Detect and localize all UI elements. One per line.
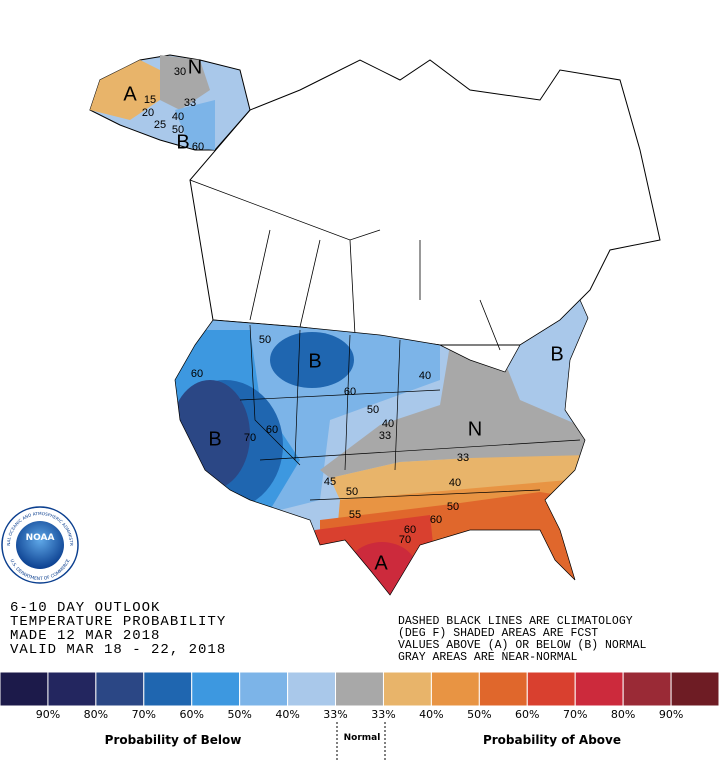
legend-label: 80%	[84, 708, 108, 721]
legend-swatch	[430, 671, 480, 707]
legend-swatch	[191, 671, 241, 707]
contour-label: 60	[191, 368, 203, 380]
title-block: 6-10 DAY OUTLOOK TEMPERATURE PROBABILITY…	[10, 600, 226, 658]
provinces	[189, 179, 501, 351]
legend-swatch	[478, 671, 528, 707]
contour-label: 20	[142, 107, 154, 119]
legend-swatch	[47, 671, 97, 707]
note-line: (DEG F) SHADED AREAS ARE FCST	[398, 627, 598, 640]
contour-label: 25	[154, 119, 166, 131]
contour-label: 33	[184, 97, 196, 109]
legend-label: 33%	[371, 708, 395, 721]
contour-label: 60	[266, 424, 278, 436]
contour-label: 55	[349, 509, 361, 521]
legend-label: 50%	[227, 708, 251, 721]
contour-label: 60	[344, 386, 356, 398]
legend-label: 60%	[180, 708, 204, 721]
contour-label: 45	[324, 476, 336, 488]
legend-swatch	[0, 671, 49, 707]
contour-label: 60	[192, 141, 204, 153]
contour-label: 50	[172, 124, 184, 136]
contour-label: 70	[244, 432, 256, 444]
legend-label: 40%	[275, 708, 299, 721]
legend-swatch	[526, 671, 576, 707]
contour-label: 40	[449, 477, 461, 489]
legend-label: 70%	[132, 708, 156, 721]
legend-label: 80%	[611, 708, 635, 721]
legend-label: 33%	[323, 708, 347, 721]
region-letter: B	[208, 428, 221, 450]
logo-name: NOAA	[26, 533, 55, 543]
legend-swatch	[622, 671, 672, 707]
legend-swatch	[670, 671, 719, 707]
title-line: MADE 12 MAR 2018	[10, 628, 160, 644]
us-outline	[174, 299, 589, 596]
region-letter: A	[374, 552, 388, 574]
contour-label: 60	[430, 514, 442, 526]
region-letter: B	[308, 350, 321, 372]
region-letter: B	[550, 343, 563, 365]
note-line: DASHED BLACK LINES ARE CLIMATOLOGY	[398, 615, 633, 628]
logo-agency: NATIONAL OCEANIC AND ATMOSPHERIC ADMINIS…	[0, 0, 74, 546]
legend-label: 90%	[36, 708, 60, 721]
region-letter: A	[123, 83, 137, 105]
contour-label: 50	[367, 404, 379, 416]
legend-label: 90%	[659, 708, 683, 721]
legend-normal-title: Normal	[344, 733, 381, 743]
canada-outline	[189, 59, 661, 346]
title-line: TEMPERATURE PROBABILITY	[10, 614, 226, 630]
contour-label: 50	[447, 501, 459, 513]
legend-swatch	[335, 671, 384, 707]
legend-label: 50%	[467, 708, 491, 721]
contour-label: 70	[399, 534, 411, 546]
region-letter: N	[468, 418, 482, 440]
contour-label: 40	[382, 418, 394, 430]
contour-label: 50	[259, 334, 271, 346]
contour-label: 33	[457, 452, 469, 464]
legend-below-title: Probability of Below	[105, 733, 242, 747]
legend-swatch	[239, 671, 289, 707]
legend-swatch	[382, 671, 432, 707]
legend-label: 60%	[515, 708, 539, 721]
legend-label: 70%	[563, 708, 587, 721]
legend-swatch	[95, 671, 145, 707]
contour-label: 40	[419, 370, 431, 382]
legend-swatch	[287, 671, 337, 707]
title-line: 6-10 DAY OUTLOOK	[10, 600, 160, 616]
legend-swatch	[143, 671, 193, 707]
region-letter: B	[176, 131, 189, 153]
title-line: VALID MAR 18 - 22, 2018	[10, 642, 226, 658]
contour-label: 50	[346, 486, 358, 498]
note-line: GRAY AREAS ARE NEAR-NORMAL	[398, 651, 578, 664]
contour-label: 15	[144, 94, 156, 106]
contour-label: 30	[174, 66, 186, 78]
legend-above-title: Probability of Above	[483, 733, 621, 747]
legend: Probability of Below Normal Probability …	[0, 671, 719, 760]
note-line: VALUES ABOVE (A) OR BELOW (B) NORMAL	[398, 639, 647, 652]
legend-swatch	[574, 671, 624, 707]
region-letter: N	[188, 56, 202, 78]
noaa-logo: NOAA NATIONAL OCEANIC AND ATMOSPHERIC AD…	[0, 0, 79, 584]
contour-label: 60	[404, 524, 416, 536]
alaska	[89, 54, 251, 151]
notes: DASHED BLACK LINES ARE CLIMATOLOGY (DEG …	[398, 615, 647, 664]
legend-label: 40%	[419, 708, 443, 721]
contour-label: 33	[379, 430, 391, 442]
contour-label: 40	[172, 111, 184, 123]
